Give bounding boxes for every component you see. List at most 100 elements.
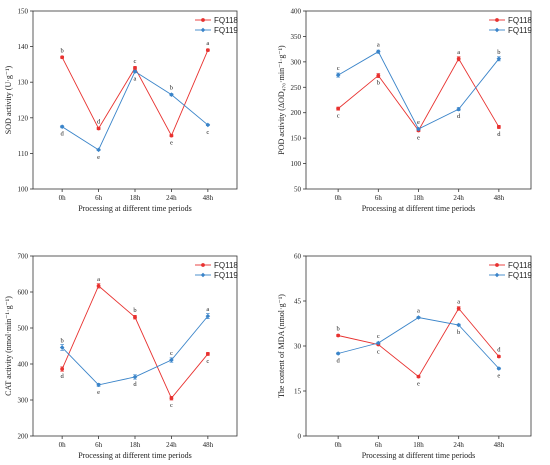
y-tick-label: 400 (18, 361, 29, 369)
x-axis-label: Processing at different time periods (78, 204, 192, 213)
y-tick-label: 500 (18, 325, 29, 333)
legend-label-fq118: FQ118 (508, 261, 532, 270)
significance-label: e (417, 119, 420, 126)
significance-label: e (417, 381, 420, 388)
significance-label: b (337, 326, 340, 333)
y-tick-label: 120 (18, 114, 29, 122)
x-tick-label: 0h (335, 194, 343, 202)
y-tick-label: 700 (18, 253, 29, 261)
point-marker-fq118 (205, 48, 210, 53)
y-tick-label: 200 (18, 433, 29, 441)
y-tick-label: 50 (294, 186, 302, 194)
point-marker-fq119 (169, 357, 174, 363)
y-tick-label: 60 (294, 253, 302, 261)
significance-label: b (170, 85, 173, 92)
point-marker-fq118 (376, 73, 381, 78)
point-marker-fq119 (132, 69, 138, 74)
significance-label: b (61, 47, 64, 54)
point-marker-fq118 (133, 315, 137, 320)
significance-label: c (337, 113, 340, 120)
y-tick-label: 600 (18, 289, 29, 297)
point-marker-fq118 (201, 18, 205, 22)
x-tick-label: 0h (335, 441, 343, 449)
point-marker-fq119 (416, 315, 421, 320)
point-marker-fq118 (456, 306, 461, 311)
plot-frame (32, 255, 238, 437)
y-axis-label: POD activity (ΔOD₄₇₀·min⁻¹·g⁻¹) (277, 45, 286, 155)
y-tick-label: 300 (18, 397, 29, 405)
point-marker-fq118 (496, 354, 501, 359)
point-marker-fq119 (335, 351, 341, 356)
y-tick-label: 130 (18, 79, 29, 87)
legend-label-fq119: FQ119 (214, 26, 238, 35)
significance-label: d (497, 347, 501, 354)
series-line-fq119 (338, 317, 500, 369)
significance-label: c (170, 350, 173, 357)
y-tick-label: 45 (294, 298, 302, 306)
point-marker-fq119 (59, 345, 65, 350)
plot-frame (305, 10, 532, 190)
y-tick-label: 30 (294, 343, 302, 351)
x-tick-label: 48h (203, 194, 214, 202)
x-tick-label: 24h (166, 441, 177, 449)
significance-label: c (170, 402, 173, 409)
x-tick-label: 48h (203, 441, 214, 449)
point-marker-fq119 (200, 27, 206, 33)
point-marker-fq119 (96, 382, 101, 388)
significance-label: b (497, 49, 500, 56)
significance-label: c (377, 333, 380, 340)
panel-sod: 100 110 120 130 140 150 0h 6h 18h 24h 48h Processin… (4, 8, 238, 214)
y-tick-label: 140 (18, 43, 29, 51)
significance-label: c (134, 58, 137, 65)
x-axis-label: Processing at different time periods (78, 451, 192, 460)
point-marker-fq118 (169, 133, 174, 138)
point-marker-fq118 (96, 283, 101, 288)
point-marker-fq118 (60, 55, 65, 60)
point-marker-fq118 (201, 263, 205, 267)
x-tick-label: 24h (166, 194, 177, 202)
point-marker-fq119 (59, 124, 65, 129)
x-tick-label: 18h (130, 441, 141, 449)
y-tick-label: 0 (298, 433, 302, 441)
significance-label: d (133, 381, 137, 388)
x-tick-label: 24h (453, 194, 464, 202)
y-axis-label: CAT activity (nmol·min⁻¹·g⁻¹) (4, 296, 13, 396)
y-axis-label: The content of MDA (nmol·g⁻¹) (277, 294, 286, 398)
significance-label: e (170, 140, 173, 147)
x-tick-label: 6h (375, 194, 383, 202)
x-tick-label: 18h (413, 441, 424, 449)
point-marker-fq119 (496, 366, 502, 371)
significance-label: d (497, 131, 501, 138)
point-marker-fq118 (60, 367, 65, 371)
significance-label: a (134, 76, 137, 83)
point-marker-fq118 (205, 352, 210, 356)
significance-label: e (97, 154, 100, 161)
significance-label: e (417, 135, 420, 142)
x-tick-label: 0h (59, 194, 67, 202)
point-marker-fq119 (376, 49, 381, 54)
significance-label: c (206, 129, 209, 136)
point-marker-fq119 (494, 27, 500, 33)
significance-label: b (133, 307, 136, 314)
significance-label: b (377, 80, 380, 87)
y-tick-label: 100 (18, 186, 29, 194)
point-marker-fq118 (456, 56, 461, 61)
significance-label: a (457, 49, 460, 56)
point-marker-fq118 (169, 396, 174, 401)
y-tick-label: 150 (18, 8, 29, 16)
point-marker-fq118 (416, 374, 421, 379)
significance-label: a (97, 276, 100, 283)
point-marker-fq118 (495, 263, 499, 267)
panel-mda: 0 15 30 45 60 0h 6h 18h 24h 48h Processing at diff… (277, 253, 532, 461)
y-tick-label: 350 (291, 33, 302, 41)
point-marker-fq119 (456, 322, 461, 328)
point-marker-fq119 (496, 56, 502, 62)
point-marker-fq119 (200, 272, 206, 278)
x-tick-label: 18h (413, 194, 424, 202)
point-marker-fq119 (205, 313, 211, 319)
y-tick-label: 15 (294, 388, 302, 396)
significance-label: d (97, 118, 101, 125)
point-marker-fq119 (96, 147, 101, 153)
significance-label: a (206, 306, 209, 313)
